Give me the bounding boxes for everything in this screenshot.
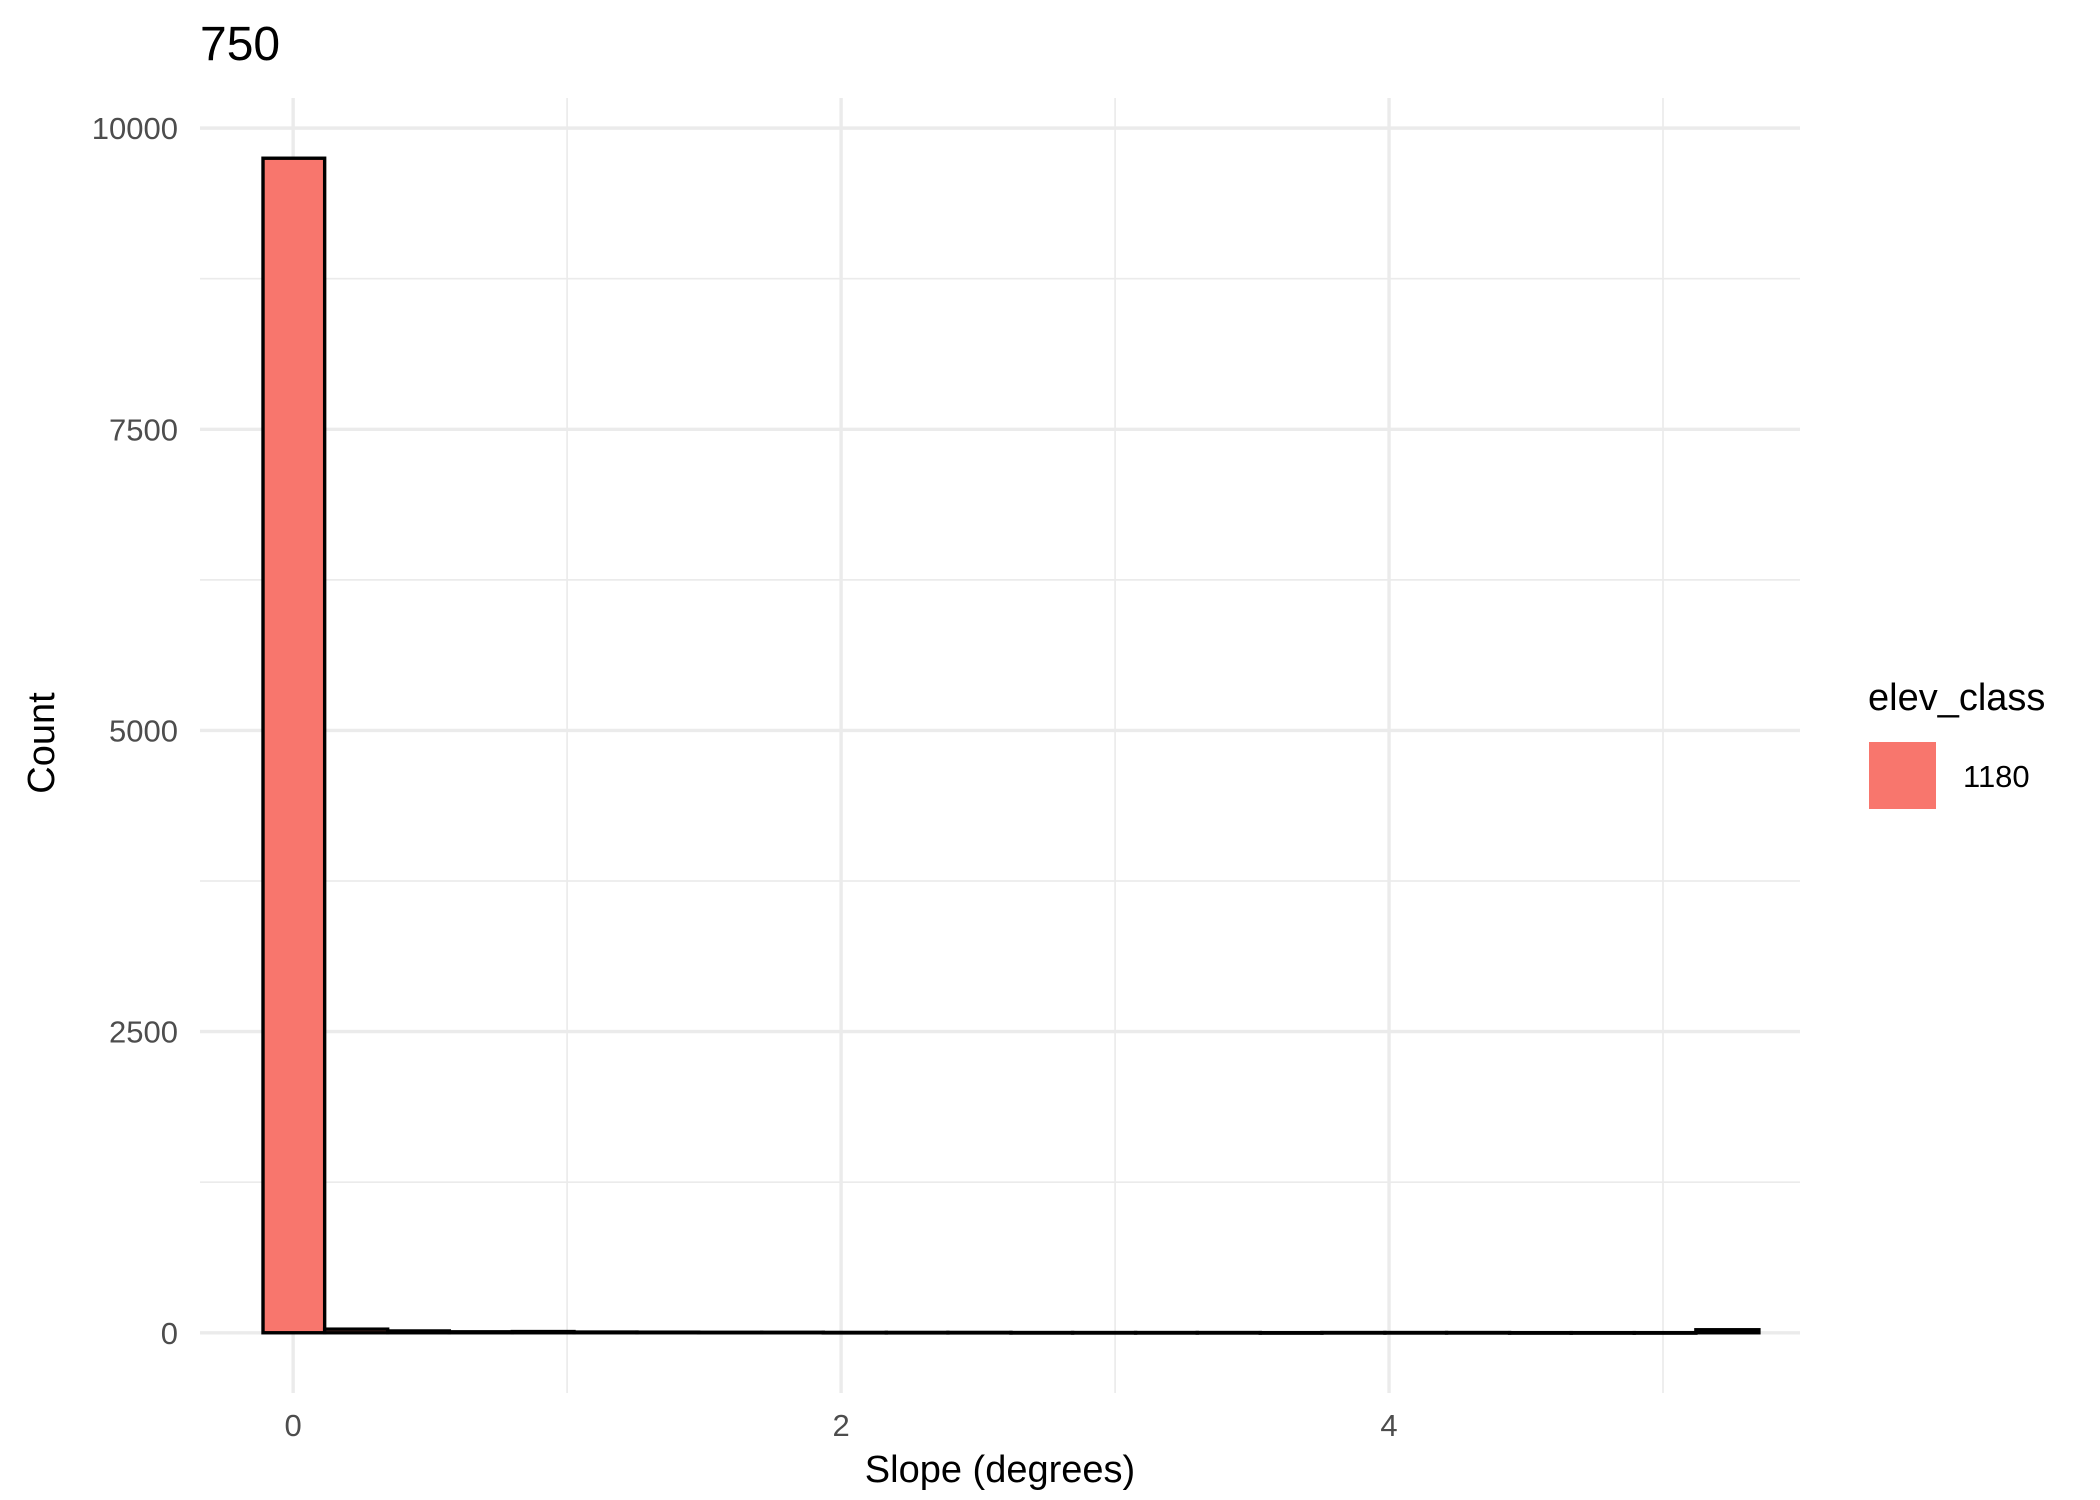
- x-tick-label: 2: [832, 1408, 849, 1443]
- histogram-bar: [1569, 1330, 1636, 1335]
- histogram-bar: [1632, 1330, 1698, 1335]
- histogram-bar: [821, 1330, 889, 1335]
- x-tick-label: 0: [285, 1408, 302, 1443]
- legend: elev_class 1180: [1868, 677, 2045, 809]
- x-axis-title: Slope (degrees): [865, 1449, 1135, 1491]
- histogram-bar: [1320, 1330, 1387, 1335]
- histogram-bar: [447, 1330, 515, 1335]
- histogram-bars: [261, 156, 1761, 1335]
- histogram-bar: [1009, 1330, 1075, 1335]
- legend-key: [1869, 742, 1936, 809]
- y-tick-label: 10000: [92, 111, 178, 146]
- histogram-bar: [572, 1330, 639, 1335]
- x-tick-label: 4: [1380, 1408, 1397, 1443]
- histogram-bar: [696, 1330, 764, 1335]
- y-tick-label: 5000: [109, 713, 178, 748]
- histogram-bar: [759, 1330, 825, 1335]
- y-tick-label: 0: [161, 1316, 178, 1351]
- histogram-bar: [1694, 1328, 1761, 1335]
- histogram-bar: [1444, 1330, 1512, 1335]
- histogram-bar: [1383, 1330, 1449, 1335]
- histogram-bar: [510, 1329, 576, 1335]
- histogram-bar: [635, 1330, 701, 1335]
- histogram-bar: [1070, 1330, 1138, 1335]
- histogram-bar: [322, 1327, 390, 1335]
- histogram-bar: [884, 1330, 950, 1335]
- histogram-bar: [1195, 1330, 1262, 1335]
- histogram-bar: [385, 1329, 452, 1335]
- histogram-bar: [1133, 1330, 1199, 1335]
- x-axis-ticks: 0 2 4: [285, 1408, 1398, 1443]
- chart-title: 750: [200, 18, 280, 71]
- histogram-bar: [946, 1330, 1013, 1335]
- y-axis-title: Count: [21, 692, 63, 794]
- histogram-bar: [261, 156, 327, 1335]
- histogram-bar: [1258, 1330, 1324, 1335]
- y-tick-label: 7500: [109, 412, 178, 447]
- y-tick-label: 2500: [109, 1015, 178, 1050]
- legend-label: 1180: [1963, 759, 2030, 794]
- plot-grid: [200, 98, 1800, 1393]
- y-axis-ticks: 0 2500 5000 7500 10000: [92, 111, 178, 1351]
- legend-title: elev_class: [1868, 677, 2045, 719]
- histogram-bar: [1507, 1330, 1573, 1335]
